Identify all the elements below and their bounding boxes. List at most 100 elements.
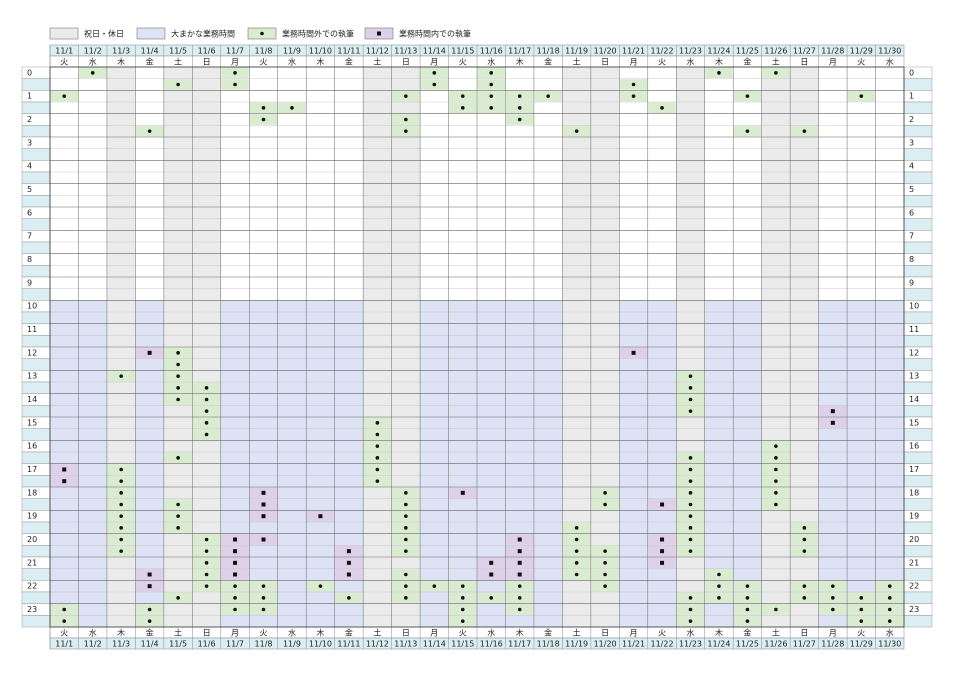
inside-square [660,537,665,542]
hour-label: 18 [27,488,37,497]
outside-dot [603,502,607,507]
outside-dot [859,94,864,98]
outside-dot [62,619,67,623]
inside-square [261,490,266,495]
hour-label: 5 [909,185,914,194]
hour-cell [21,451,51,464]
inside-square [660,502,665,507]
outside-dot [119,479,123,483]
outside-dot [261,607,266,612]
inside-square [517,537,522,542]
outside-dot [460,94,465,98]
hour-cell [21,568,51,581]
header-date: 11/11 [337,47,360,56]
outside-dot [176,526,180,530]
header-weekday: 日 [800,58,808,67]
hour-label: 12 [27,348,37,357]
header-date: 11/5 [169,640,187,649]
outside-dot [774,491,778,495]
inside-square [261,537,266,542]
header-date: 11/24 [707,640,730,649]
outside-dot [688,374,693,378]
header-weekday: 土 [174,628,182,638]
outside-dot [147,129,152,133]
header-date: 11/26 [764,640,787,649]
outside-dot [745,584,750,588]
outside-dot [233,607,237,612]
inside-square [147,584,152,589]
header-date: 11/7 [226,47,244,56]
outside-dot [375,467,380,472]
hour-label: 17 [909,465,919,474]
outside-dot [774,456,778,460]
header-date: 11/13 [394,640,417,649]
header-date: 11/12 [366,640,389,649]
outside-dot [261,117,266,122]
outside-dot [574,572,579,577]
hour-cell [21,311,51,324]
header-weekday: 月 [630,629,638,638]
header-date: 11/27 [793,47,816,56]
hour-cell [21,498,51,511]
outside-dot [517,94,522,98]
outside-dot [631,82,636,87]
hour-label: 19 [27,512,37,521]
header-weekday: 木 [117,57,125,67]
hour-label: 7 [909,232,914,241]
header-weekday: 水 [487,628,495,638]
header-date: 11/3 [112,640,130,649]
header-weekday: 木 [316,57,324,67]
hour-cell [21,241,51,254]
hour-label: 23 [27,605,37,614]
outside-dot [603,491,607,495]
header-date: 11/15 [451,640,474,649]
outside-dot [574,537,579,542]
inside-square [62,479,67,484]
header-weekday: 水 [487,57,495,67]
hour-label: 16 [27,442,37,451]
header-date: 11/10 [309,640,332,649]
inside-square [631,350,636,355]
header-weekday: 金 [146,57,154,67]
outside-dot [831,596,835,600]
hour-cell [21,78,51,91]
legend-dot [260,31,264,36]
header-date: 11/4 [141,640,159,649]
outside-dot [204,397,209,402]
hour-cell [21,591,51,604]
header-weekday: 木 [516,628,524,638]
hour-cell [903,521,933,534]
outside-dot [119,467,123,472]
hour-label: 3 [909,138,914,147]
outside-dot [517,106,522,110]
header-weekday: 土 [373,628,381,638]
header-date: 11/29 [850,640,873,649]
outside-dot [603,561,607,565]
header-date: 11/18 [537,640,560,649]
outside-dot [745,607,750,612]
outside-dot [774,71,778,75]
hour-label: 17 [27,465,37,474]
header-weekday: 火 [60,58,68,67]
inside-square [261,514,266,519]
hour-cell [21,381,51,394]
outside-dot [489,71,494,75]
outside-dot [404,584,408,588]
header-date: 11/21 [622,640,645,649]
header-date: 11/13 [394,47,417,56]
outside-dot [574,526,579,530]
outside-dot [631,94,636,98]
outside-dot [176,456,180,460]
hour-label: 11 [27,325,37,334]
outside-dot [887,596,892,600]
header-weekday: 木 [715,628,723,638]
header-date: 11/24 [707,47,730,56]
outside-dot [717,584,721,588]
outside-dot [204,432,209,437]
outside-dot [204,421,209,425]
inside-square [660,560,665,565]
outside-dot [774,444,778,448]
hour-cell [903,568,933,581]
header-weekday: 月 [630,58,638,67]
outside-dot [745,129,750,133]
